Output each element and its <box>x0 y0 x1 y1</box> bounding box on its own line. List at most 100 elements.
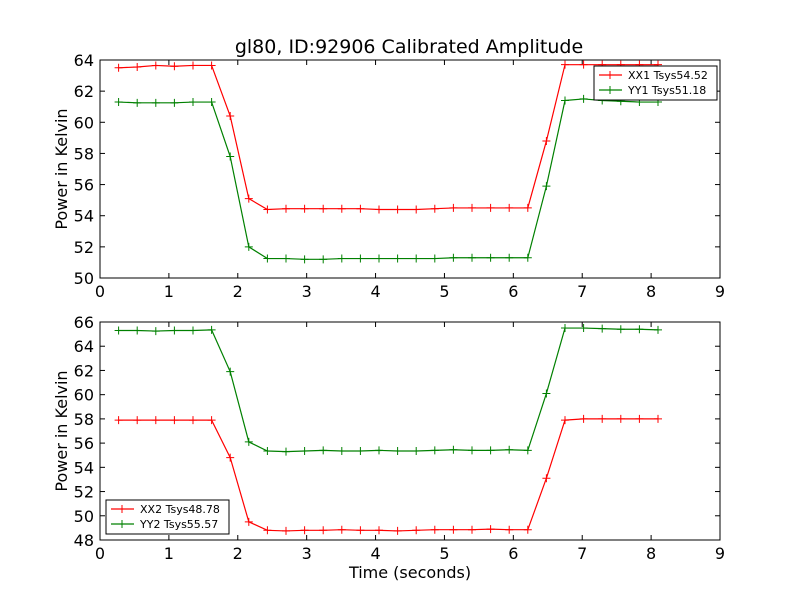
x-tick-label: 5 <box>439 282 449 301</box>
data-point <box>356 446 365 455</box>
data-point <box>579 94 588 103</box>
x-tick-label: 5 <box>439 544 449 563</box>
x-tick-label: 6 <box>508 544 518 563</box>
data-point <box>133 98 142 107</box>
data-point <box>114 416 123 425</box>
x-tick-label: 9 <box>715 282 725 301</box>
data-point <box>337 525 346 534</box>
x-tick-label: 4 <box>370 282 380 301</box>
data-point <box>393 205 402 214</box>
data-point <box>189 326 197 335</box>
y-tick-label: 60 <box>74 113 94 132</box>
data-point <box>282 447 290 456</box>
data-point <box>635 325 644 334</box>
data-point <box>430 254 439 263</box>
legend-box <box>105 499 230 535</box>
x-tick-label: 4 <box>370 544 380 563</box>
data-point <box>579 414 588 423</box>
data-point <box>207 416 216 425</box>
data-point <box>449 445 458 454</box>
legend-box <box>593 65 718 101</box>
data-point <box>375 205 383 214</box>
data-point <box>579 324 588 333</box>
data-point <box>542 182 551 191</box>
data-point <box>486 446 495 455</box>
y-tick-label: 66 <box>74 313 94 332</box>
x-tick-label: 7 <box>577 282 587 301</box>
x-tick-label: 8 <box>646 282 656 301</box>
data-point <box>598 414 607 423</box>
x-tick-label: 8 <box>646 544 656 563</box>
legend-marker <box>606 86 614 94</box>
data-point <box>244 517 253 526</box>
data-point <box>226 367 235 376</box>
data-point <box>523 253 532 262</box>
data-point <box>375 446 383 455</box>
y-tick-label: 64 <box>74 51 94 70</box>
data-point <box>151 327 160 336</box>
data-point <box>114 63 123 72</box>
y-axis-label: Power in Kelvin <box>52 370 71 491</box>
data-point <box>561 416 569 425</box>
data-point <box>282 254 290 263</box>
data-point <box>393 526 402 535</box>
data-point <box>356 254 365 263</box>
y-tick-label: 52 <box>74 483 94 502</box>
data-point <box>449 203 458 212</box>
y-tick-label: 62 <box>74 361 94 380</box>
x-tick-label: 1 <box>164 544 174 563</box>
data-point <box>430 525 439 534</box>
chart-title: gl80, ID:92906 Calibrated Amplitude <box>235 36 583 58</box>
legend-label: XX1 Tsys54.52 <box>628 69 708 82</box>
y-tick-label: 54 <box>74 207 94 226</box>
data-point <box>616 325 625 334</box>
legend: XX1 Tsys54.52 YY1 Tsys51.18 <box>593 65 718 101</box>
data-point <box>170 416 179 425</box>
data-point <box>393 446 402 455</box>
data-point <box>542 136 551 145</box>
data-point <box>505 445 514 454</box>
data-point <box>561 60 569 69</box>
data-point <box>300 204 309 213</box>
legend-label: YY2 Tsys55.57 <box>139 518 218 531</box>
data-point <box>486 203 495 212</box>
data-point <box>337 204 346 213</box>
data-point <box>542 389 551 398</box>
data-point <box>356 526 365 535</box>
data-point <box>505 253 514 262</box>
data-point <box>282 204 290 213</box>
legend-marker <box>606 71 614 79</box>
data-point <box>505 203 514 212</box>
y-tick-label: 62 <box>74 82 94 101</box>
data-point <box>635 414 644 423</box>
data-point <box>207 98 216 107</box>
data-point <box>300 446 309 455</box>
data-point <box>151 98 160 107</box>
x-axis-label: Time (seconds) <box>348 563 471 582</box>
legend-marker <box>118 520 126 528</box>
data-point <box>170 98 179 107</box>
data-point <box>375 254 383 263</box>
data-point <box>468 525 476 534</box>
y-tick-label: 64 <box>74 337 94 356</box>
data-point <box>319 204 328 213</box>
data-point <box>300 255 309 264</box>
data-point <box>523 203 532 212</box>
data-point <box>114 98 123 107</box>
y-axis-label: Power in Kelvin <box>52 108 71 229</box>
x-tick-label: 9 <box>715 544 725 563</box>
data-point <box>412 254 421 263</box>
legend-marker <box>118 505 126 513</box>
data-point <box>523 525 532 534</box>
data-point <box>263 205 272 214</box>
data-point <box>244 194 253 203</box>
data-point <box>542 474 551 483</box>
x-tick-label: 0 <box>95 544 105 563</box>
data-point <box>319 526 328 535</box>
y-tick-label: 58 <box>74 144 94 163</box>
data-point <box>244 437 253 446</box>
data-point <box>449 525 458 534</box>
